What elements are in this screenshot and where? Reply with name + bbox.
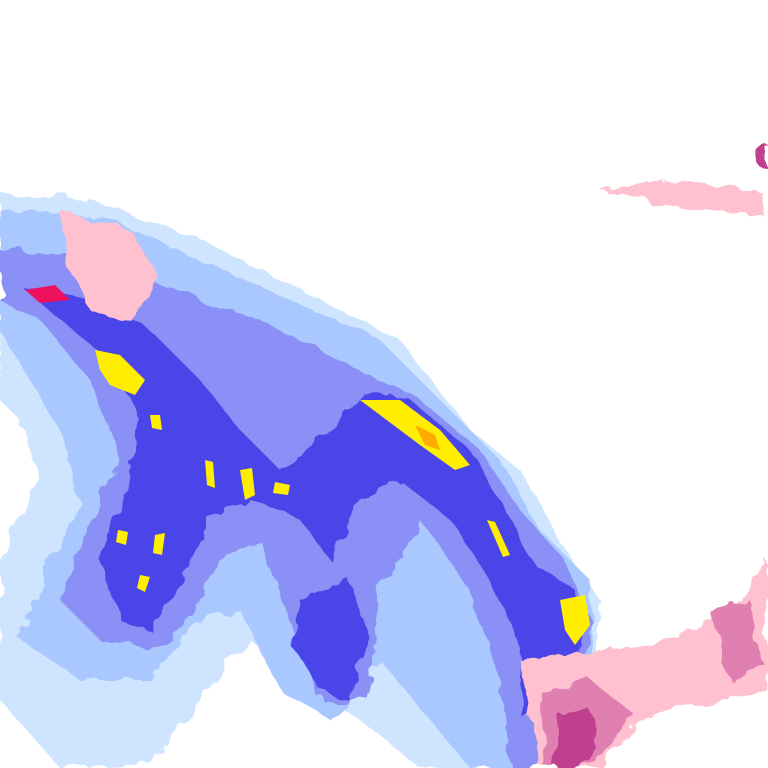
precip-very-heavy bbox=[95, 350, 145, 395]
precip-very-heavy bbox=[360, 400, 470, 470]
precip-very-heavy bbox=[137, 575, 150, 592]
precip-extreme bbox=[25, 285, 70, 303]
mixed-heavy bbox=[755, 145, 768, 168]
mixed-moderate bbox=[710, 600, 760, 680]
precip-intense bbox=[415, 425, 440, 450]
precip-heavy bbox=[20, 285, 580, 720]
mixed-light bbox=[600, 180, 768, 220]
precip-very-heavy bbox=[240, 468, 255, 500]
precip-very-heavy bbox=[273, 482, 290, 495]
precip-very-heavy bbox=[205, 460, 215, 488]
precip-heavy bbox=[295, 580, 370, 700]
precip-very-heavy bbox=[560, 595, 590, 645]
precip-very-heavy bbox=[150, 415, 162, 430]
convective-cells bbox=[25, 285, 590, 645]
precip-very-heavy bbox=[487, 520, 510, 557]
mixed-heavy bbox=[555, 710, 600, 768]
precip-very-heavy bbox=[153, 533, 165, 555]
mixed-light bbox=[60, 210, 160, 320]
precip-very-heavy bbox=[116, 530, 128, 545]
